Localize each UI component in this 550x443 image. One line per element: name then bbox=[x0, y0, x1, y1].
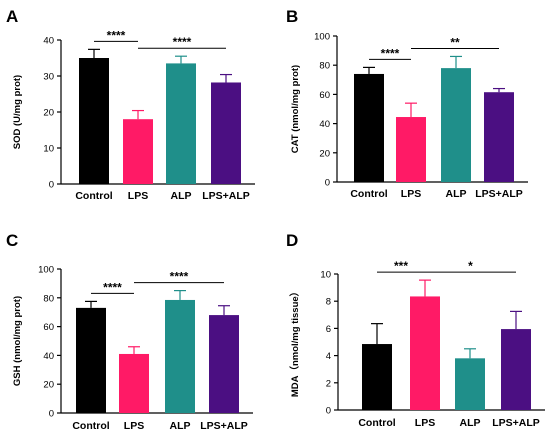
y-tick-label: 20 bbox=[319, 148, 330, 159]
x-category-label: ALP bbox=[460, 417, 481, 429]
bar-lps-alp bbox=[501, 329, 531, 410]
bar-alp bbox=[441, 68, 471, 182]
panel-letter: A bbox=[6, 7, 18, 26]
y-axis-label: MDA（nmol/mg tissue） bbox=[289, 287, 301, 397]
bar-lps bbox=[410, 296, 440, 410]
bar-alp bbox=[166, 63, 196, 184]
y-axis-label: GSH (nmol/mg prot) bbox=[12, 296, 23, 386]
bar-control bbox=[76, 307, 106, 413]
y-tick-label: 2 bbox=[326, 378, 331, 389]
y-axis-label: SOD (U/mg prot) bbox=[12, 75, 23, 149]
y-tick-label: 60 bbox=[319, 90, 330, 101]
y-tick-label: 10 bbox=[320, 270, 331, 281]
x-category-label: Control bbox=[72, 420, 109, 432]
bar-lps bbox=[123, 119, 153, 184]
y-tick-label: 30 bbox=[43, 72, 54, 83]
bar-alp bbox=[455, 358, 485, 410]
y-tick-label: 0 bbox=[49, 409, 54, 420]
y-tick-label: 60 bbox=[43, 322, 54, 333]
significance-label: ** bbox=[450, 35, 460, 49]
significance-label: *** bbox=[394, 259, 408, 273]
y-tick-label: 0 bbox=[326, 406, 331, 417]
y-tick-label: 8 bbox=[326, 297, 331, 308]
x-category-label: ALP bbox=[170, 420, 191, 432]
bar-lps bbox=[396, 117, 426, 182]
x-category-label: LPS+ALP bbox=[492, 417, 540, 429]
significance-label: **** bbox=[103, 280, 122, 294]
x-category-label: LPS bbox=[401, 188, 421, 200]
x-category-label: Control bbox=[358, 417, 395, 429]
x-category-label: ALP bbox=[446, 188, 467, 200]
y-tick-label: 10 bbox=[43, 144, 54, 155]
bar-control bbox=[354, 73, 384, 182]
x-category-label: LPS+ALP bbox=[475, 188, 523, 200]
bar-lps-alp bbox=[484, 92, 514, 182]
y-tick-label: 40 bbox=[43, 36, 54, 47]
y-tick-label: 100 bbox=[38, 265, 54, 276]
significance-label: * bbox=[468, 259, 473, 273]
y-tick-label: 4 bbox=[326, 351, 331, 362]
y-tick-label: 20 bbox=[43, 108, 54, 119]
panel-d: D 0 2 4 6 8 10 MDA（nmol/mg tissue） Control LPS ALP… bbox=[286, 231, 545, 429]
y-tick-label: 6 bbox=[326, 324, 331, 335]
y-tick-label: 40 bbox=[43, 351, 54, 362]
panel-b: B 0 20 40 60 80 100 CAT (nmol/mg prot) Control LP… bbox=[286, 7, 528, 200]
x-category-label: LPS bbox=[415, 417, 435, 429]
panel-letter: C bbox=[6, 231, 18, 250]
significance-label: **** bbox=[173, 35, 192, 49]
y-tick-label: 0 bbox=[325, 178, 330, 189]
bar-control bbox=[79, 58, 109, 184]
y-tick-label: 100 bbox=[314, 32, 330, 43]
panel-letter: B bbox=[286, 7, 298, 26]
y-axis-label: CAT (nmol/mg prot) bbox=[290, 65, 301, 153]
y-tick-label: 80 bbox=[43, 293, 54, 304]
x-category-label: LPS+ALP bbox=[200, 420, 248, 432]
bar-alp bbox=[165, 299, 195, 413]
y-tick-label: 0 bbox=[49, 180, 54, 191]
y-tick-label: 80 bbox=[319, 61, 330, 72]
x-category-label: LPS bbox=[124, 420, 144, 432]
panel-letter: D bbox=[286, 231, 298, 250]
bar-lps-alp bbox=[211, 82, 241, 184]
x-category-label: LPS+ALP bbox=[202, 190, 250, 202]
significance-label: **** bbox=[381, 46, 400, 60]
x-category-label: Control bbox=[350, 188, 387, 200]
bar-lps-alp bbox=[209, 315, 239, 413]
y-tick-label: 40 bbox=[319, 119, 330, 130]
bar-control bbox=[362, 344, 392, 410]
x-category-label: ALP bbox=[171, 190, 192, 202]
x-category-label: Control bbox=[75, 190, 112, 202]
significance-label: **** bbox=[170, 270, 189, 284]
y-tick-label: 20 bbox=[43, 380, 54, 391]
significance-label: **** bbox=[107, 28, 126, 42]
bar-lps bbox=[119, 353, 149, 413]
panel-c: C 0 20 40 60 80 100 GSH (nmol/mg prot) Control LP… bbox=[6, 231, 253, 432]
panel-a: A 0 10 20 30 40 SOD (U/mg prot) Control LPS ALP LP… bbox=[6, 7, 255, 202]
x-category-label: LPS bbox=[128, 190, 148, 202]
